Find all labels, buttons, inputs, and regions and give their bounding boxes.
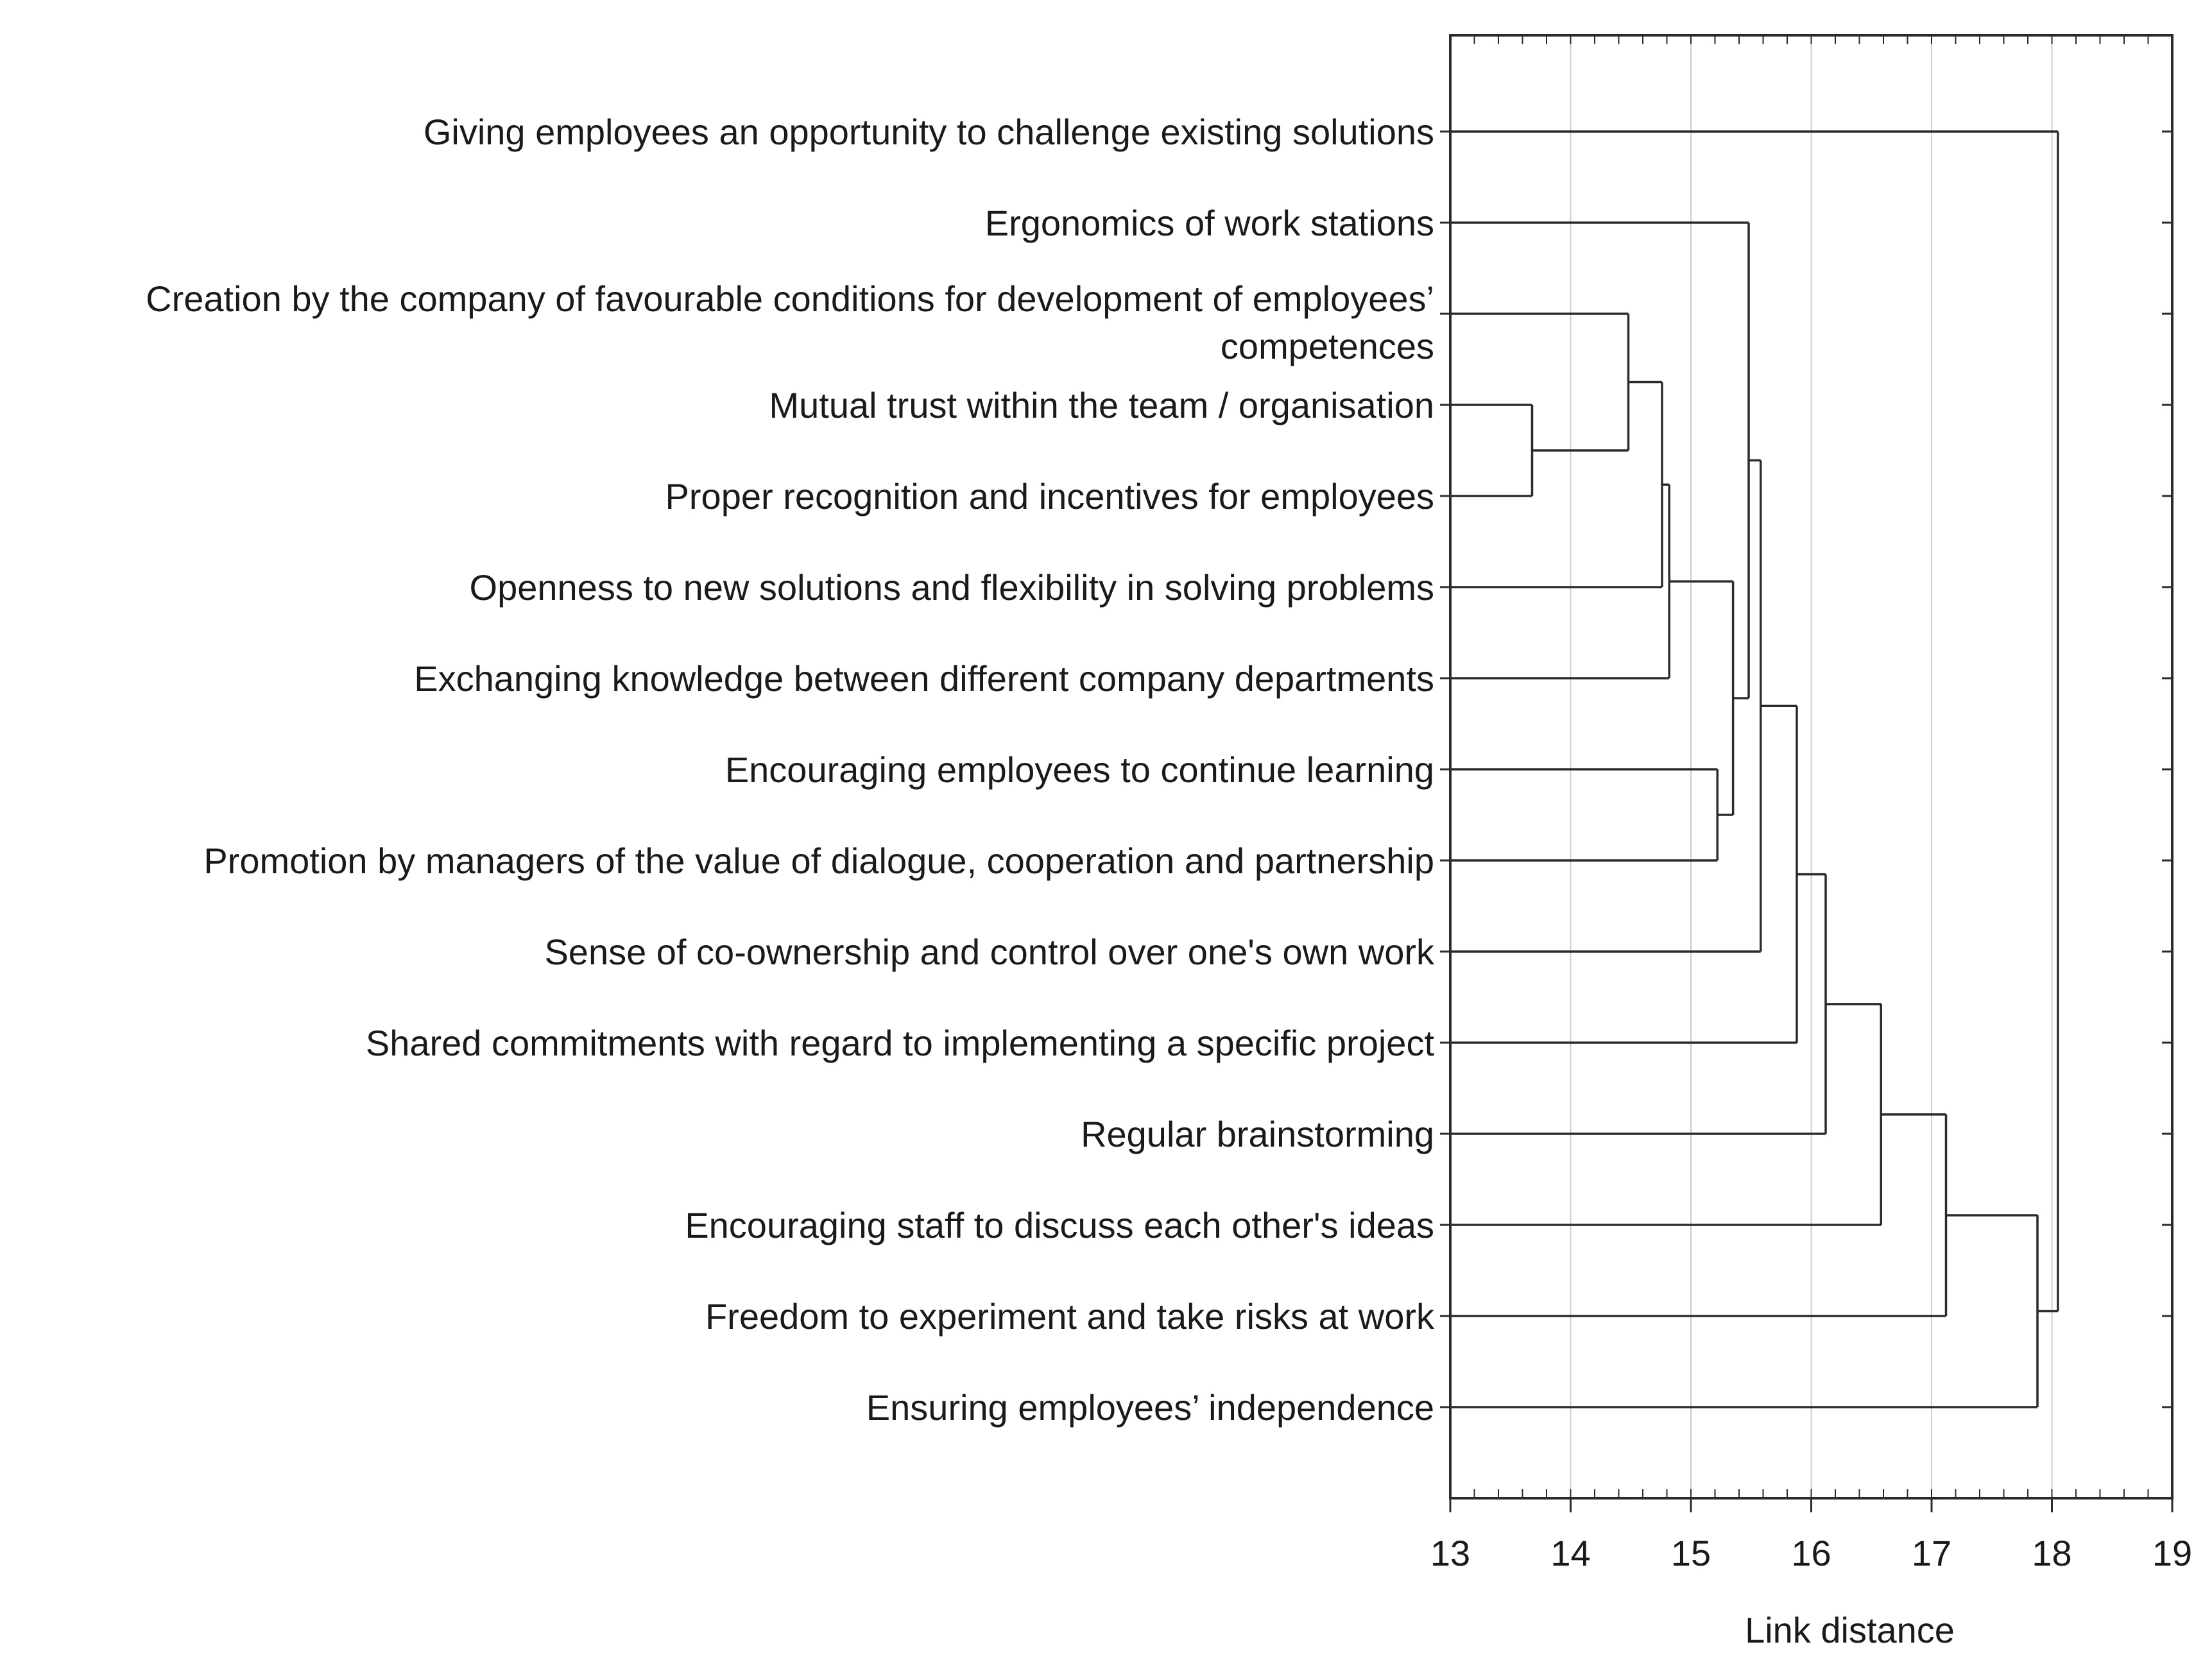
x-tick-label: 18 bbox=[2032, 1533, 2071, 1573]
axis-ticks bbox=[1440, 35, 2173, 1512]
leaf-label: Sense of co-ownership and control over o… bbox=[544, 932, 1435, 972]
dendrogram-links bbox=[1450, 130, 2059, 1408]
leaf-label: Ergonomics of work stations bbox=[985, 203, 1434, 243]
x-axis-title: Link distance bbox=[1745, 1610, 1955, 1650]
leaf-label: Encouraging employees to continue learni… bbox=[725, 749, 1434, 790]
x-tick-label: 19 bbox=[2152, 1533, 2192, 1573]
leaf-label: Mutual trust within the team / organisat… bbox=[769, 385, 1434, 425]
leaf-label: Promotion by managers of the value of di… bbox=[203, 841, 1434, 881]
x-tick-label: 16 bbox=[1791, 1533, 1831, 1573]
plot-frame bbox=[1449, 34, 2173, 1500]
leaf-labels: Giving employees an opportunity to chall… bbox=[146, 112, 1435, 1428]
leaf-label: Proper recognition and incentives for em… bbox=[665, 476, 1434, 517]
gridlines bbox=[1570, 35, 2053, 1498]
leaf-label: Freedom to experiment and take risks at … bbox=[705, 1296, 1435, 1337]
leaf-label: Giving employees an opportunity to chall… bbox=[424, 112, 1434, 152]
leaf-label: Exchanging knowledge between different c… bbox=[414, 658, 1434, 699]
leaf-label: Openness to new solutions and flexibilit… bbox=[470, 567, 1434, 608]
leaf-label: competences bbox=[1221, 326, 1434, 366]
leaf-label: Encouraging staff to discuss each other'… bbox=[685, 1205, 1434, 1245]
x-tick-label: 13 bbox=[1430, 1533, 1470, 1573]
x-tick-label: 15 bbox=[1671, 1533, 1711, 1573]
leaf-label: Shared commitments with regard to implem… bbox=[366, 1023, 1435, 1063]
x-tick-label: 14 bbox=[1550, 1533, 1590, 1573]
x-tick-labels: 13 14 15 16 17 18 19 bbox=[1430, 1533, 2192, 1573]
leaf-label: Creation by the company of favourable co… bbox=[146, 278, 1434, 319]
x-tick-label: 17 bbox=[1912, 1533, 1951, 1573]
leaf-label: Ensuring employees’ independence bbox=[866, 1387, 1434, 1428]
leaf-label: Regular brainstorming bbox=[1081, 1114, 1434, 1154]
